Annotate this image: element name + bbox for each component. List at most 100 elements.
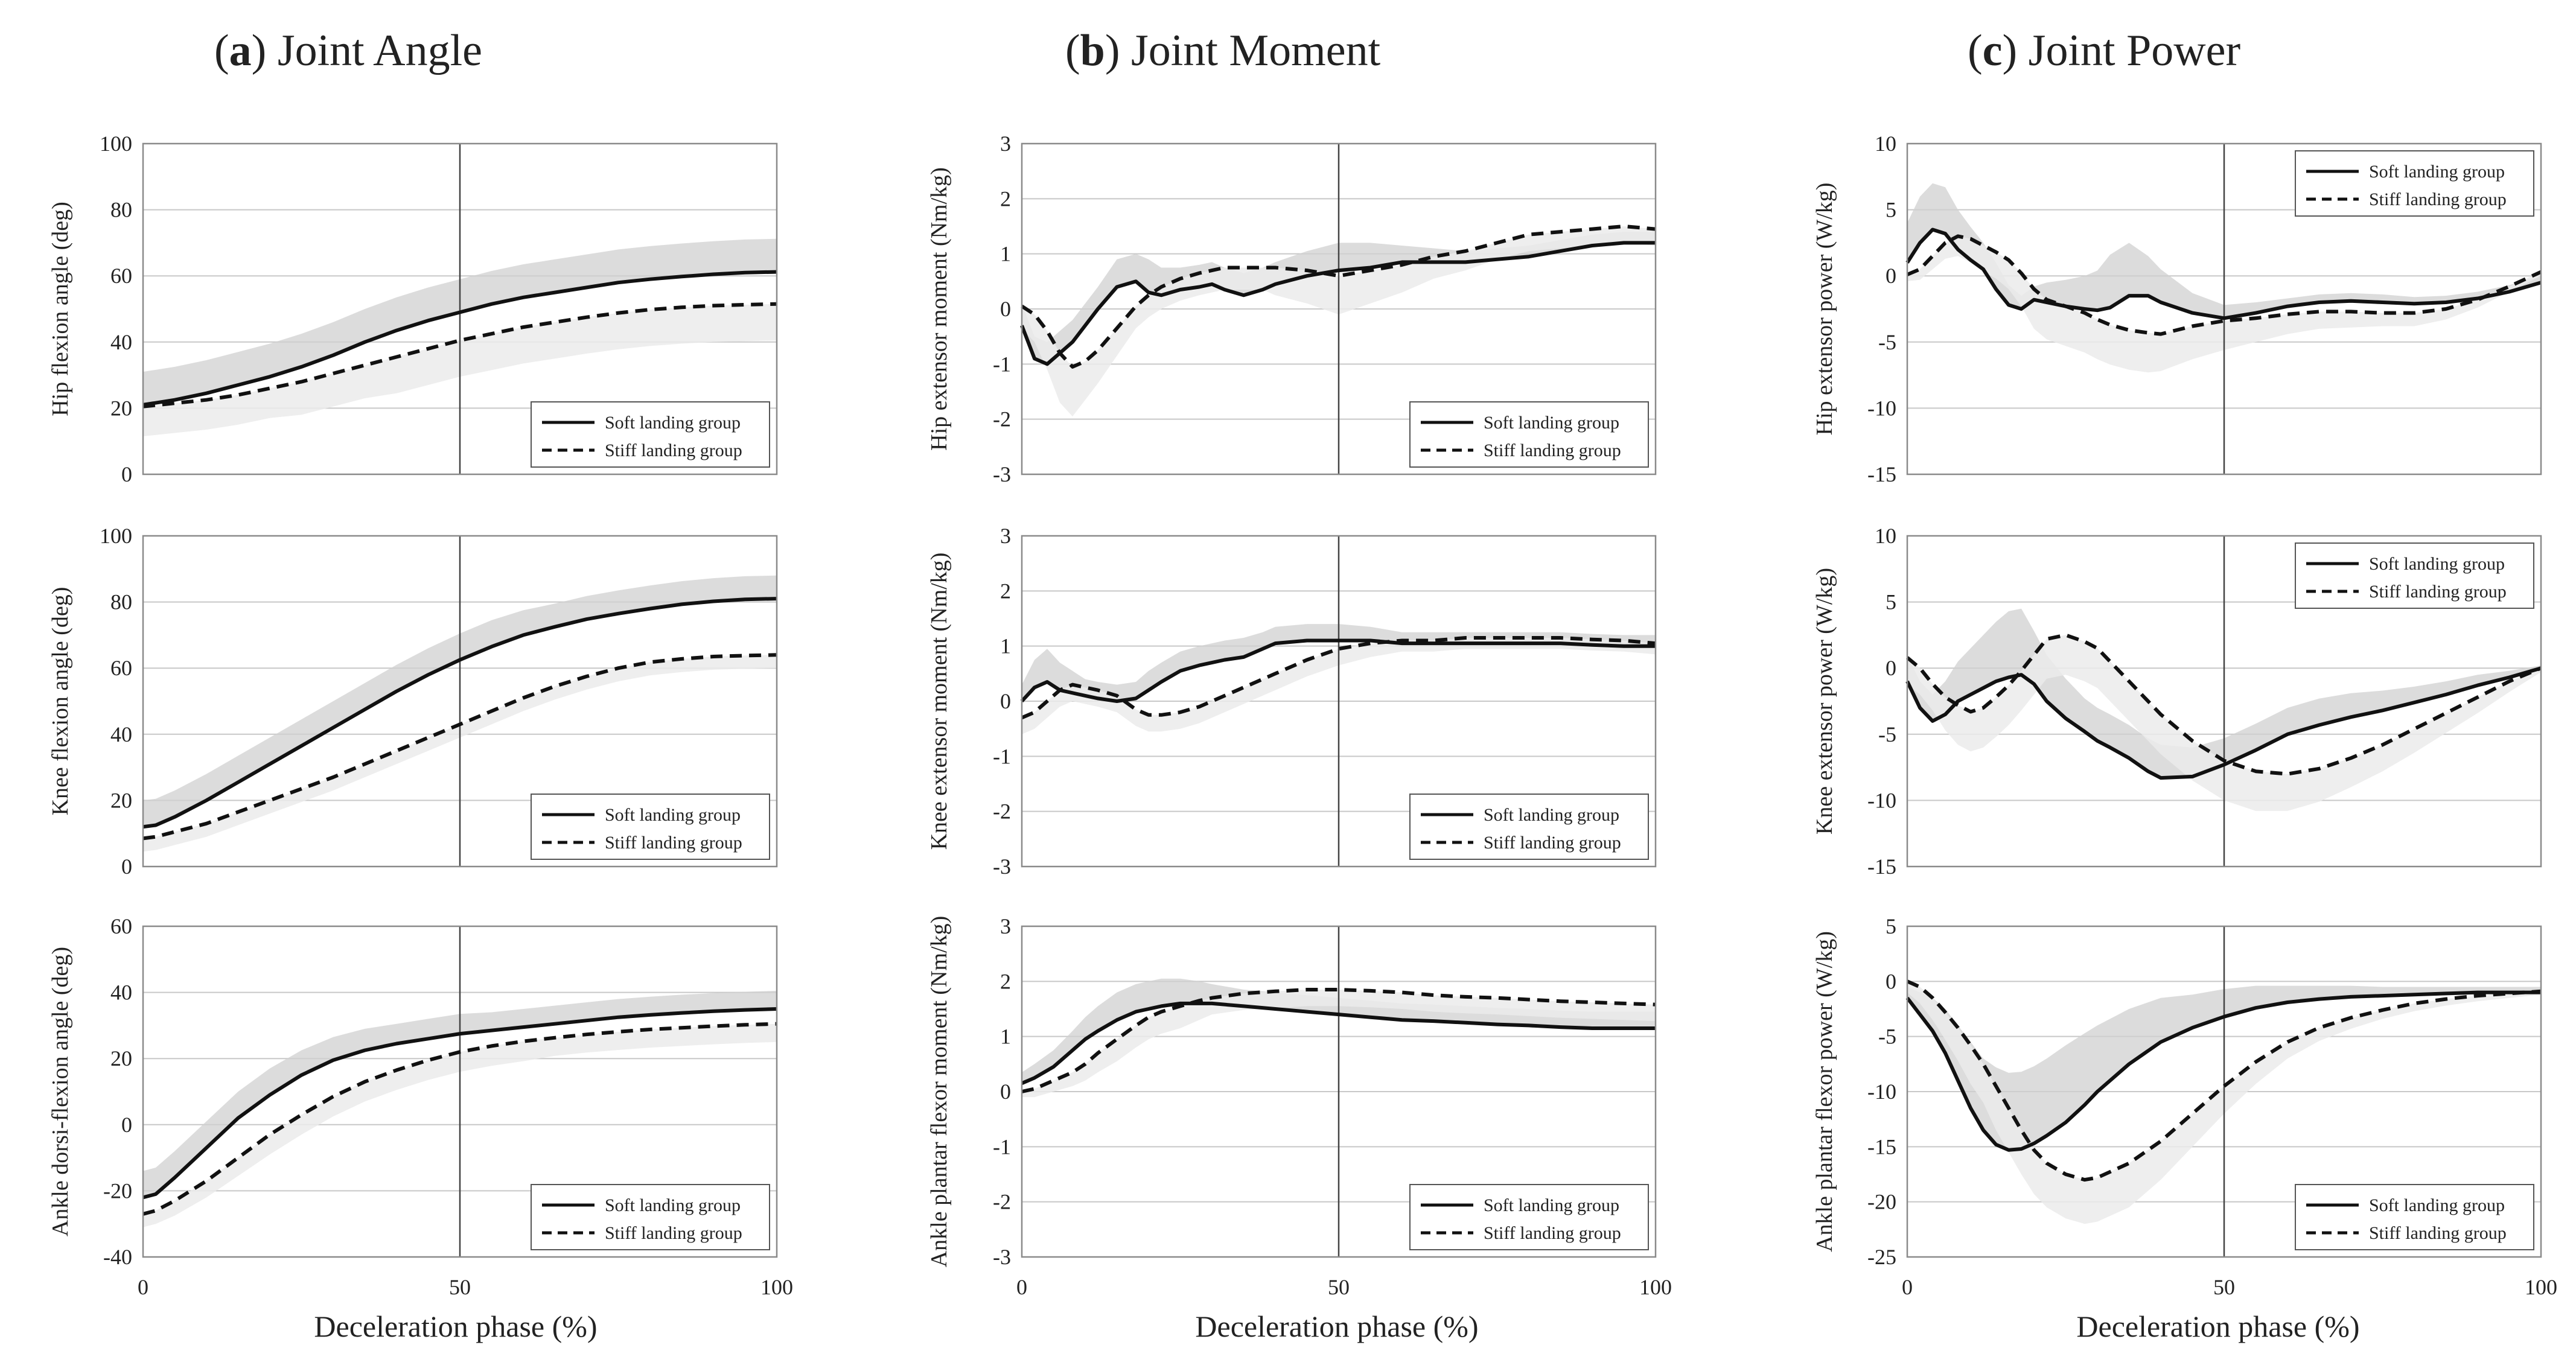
y-tick-label: 5	[1886, 590, 1896, 614]
series-line-stiff	[1906, 979, 2542, 1182]
y-tick-label: 10	[1875, 132, 1896, 156]
y-tick-label: 1	[1000, 242, 1011, 266]
y-axis-label: Knee extensor moment (Nm/kg)	[926, 553, 952, 850]
column-letter-c: c	[1983, 26, 2003, 75]
y-tick-label: -15	[1867, 462, 1896, 486]
x-tick-label: 100	[2525, 1275, 2557, 1299]
y-axis-label: Hip extensor moment (Nm/kg)	[926, 167, 952, 451]
y-tick-label: -5	[1878, 722, 1896, 746]
series-line-stiff	[1021, 224, 1656, 369]
legend: Soft landing group Stiff landing group	[1409, 1184, 1649, 1250]
plot-frame	[1906, 925, 2542, 1258]
column-title-b: (b) Joint Moment	[1065, 26, 1381, 75]
legend-label-stiff: Stiff landing group	[2369, 1223, 2507, 1243]
series-line-soft	[1905, 666, 2542, 780]
y-tick-label: 0	[1886, 969, 1896, 993]
y-tick-label: 40	[110, 722, 132, 746]
series-line-stiff	[142, 302, 777, 409]
y-tick-label: 2	[1000, 969, 1011, 993]
column-letter-b: b	[1080, 26, 1105, 75]
y-tick-label: 20	[110, 396, 132, 420]
y-tick-label: 60	[110, 656, 132, 680]
series-line-stiff	[1021, 988, 1656, 1093]
y-tick-label: -10	[1867, 788, 1896, 812]
column-title-c-text: Joint Power	[2017, 26, 2240, 75]
legend-label-soft: Soft landing group	[1484, 1195, 1619, 1215]
legend-box	[1409, 401, 1649, 468]
y-tick-label: 20	[110, 788, 132, 812]
y-tick-label: -5	[1878, 330, 1896, 354]
x-tick-label: 50	[2213, 1275, 2235, 1299]
series-line-soft	[142, 597, 777, 829]
y-tick-label: 2	[1000, 579, 1011, 603]
y-tick-label: -3	[993, 462, 1011, 486]
x-tick-label: 100	[760, 1275, 793, 1299]
series-line-soft	[142, 270, 777, 407]
legend-box	[1409, 1184, 1649, 1250]
legend-label-stiff: Stiff landing group	[605, 441, 742, 460]
y-tick-label: 3	[1000, 132, 1011, 156]
sd-band-soft	[1907, 183, 2541, 319]
sd-band-stiff	[1022, 990, 1656, 1098]
y-tick-label: 0	[1886, 264, 1896, 288]
y-tick-label: -2	[993, 800, 1011, 824]
sd-band-stiff	[143, 655, 777, 852]
sd-band-soft	[1907, 985, 2541, 1150]
plot-frame	[142, 142, 778, 476]
series-line-soft	[1021, 1001, 1656, 1086]
y-tick-label: -3	[993, 854, 1011, 879]
y-tick-label: 10	[1875, 524, 1896, 548]
y-tick-label: 0	[121, 1113, 132, 1137]
series-line-stiff	[142, 1022, 777, 1216]
legend-label-soft: Soft landing group	[605, 413, 741, 433]
y-tick-label: 2	[1000, 186, 1011, 211]
legend-label-stiff: Stiff landing group	[605, 1223, 742, 1243]
plot-frame	[1021, 925, 1657, 1258]
plot-frame	[1021, 142, 1657, 476]
plot-frame	[142, 925, 778, 1258]
chart-hip-moment: -3 -2 -1 0 1 2 3 Hip extensor moment (Nm/kg) Sof…	[926, 132, 1657, 486]
y-tick-label: 3	[1000, 524, 1011, 548]
column-title-b-text: Joint Moment	[1120, 26, 1380, 75]
series-line-stiff	[1021, 636, 1656, 720]
y-tick-label: -10	[1867, 396, 1896, 420]
y-tick-label: 0	[1886, 656, 1896, 680]
series-line-soft	[1905, 990, 2541, 1152]
y-axis-label: Hip extensor power (W/kg)	[1812, 183, 1837, 436]
chart-hip-power: -15 -10 -5 0 5 10 Hip extensor power (W/kg) Sof…	[1812, 132, 2542, 486]
chart-hip-angle: 0 20 40 60 80 100 Hip flexion angle (deg) Soft …	[48, 132, 778, 486]
y-tick-label: -15	[1867, 1134, 1896, 1159]
y-tick-label: 0	[1000, 689, 1011, 713]
y-tick-label: 5	[1886, 198, 1896, 222]
y-tick-label: -40	[103, 1245, 132, 1269]
y-tick-label: -2	[993, 1190, 1011, 1214]
chart-ankle-angle: -40 -20 0 20 40 60 0 50 100 Ankle dorsi-flexion a…	[48, 914, 793, 1299]
x-axis-label-b: Deceleration phase (%)	[1195, 1309, 1478, 1343]
legend-label-soft: Soft landing group	[1484, 413, 1619, 433]
x-tick-label: 0	[1902, 1275, 1913, 1299]
y-tick-label: 1	[1000, 1025, 1011, 1049]
chart-knee-power: -15 -10 -5 0 5 10 Knee extensor power (W/kg) So…	[1812, 524, 2542, 879]
sd-band-stiff	[1907, 236, 2541, 373]
legend-box	[1409, 794, 1649, 860]
y-axis-label: Ankle dorsi-flexion angle (deg)	[48, 947, 73, 1236]
legend-label-stiff: Stiff landing group	[2369, 189, 2507, 209]
legend: Soft landing group Stiff landing group	[531, 1184, 770, 1250]
y-tick-label: -20	[103, 1179, 132, 1203]
sd-band-soft	[143, 238, 777, 405]
y-axis-label: Ankle plantar flexor power (W/kg)	[1812, 931, 1837, 1252]
column-title-a: (a) Joint Angle	[214, 26, 482, 75]
y-tick-label: 20	[110, 1046, 132, 1070]
legend-box	[2295, 150, 2534, 217]
legend-box	[531, 401, 770, 468]
series-line-stiff	[142, 653, 777, 841]
chart-knee-angle: 0 20 40 60 80 100 Knee flexion angle (deg) Soft…	[48, 524, 778, 879]
y-axis-label: Hip flexion angle (deg)	[48, 202, 73, 416]
legend: Soft landing group Stiff landing group	[2295, 1184, 2534, 1250]
y-axis-label: Ankle plantar flexor moment (Nm/kg)	[926, 916, 952, 1268]
series-line-soft	[142, 1007, 777, 1200]
y-tick-label: -1	[993, 744, 1011, 768]
legend-box	[531, 1184, 770, 1250]
